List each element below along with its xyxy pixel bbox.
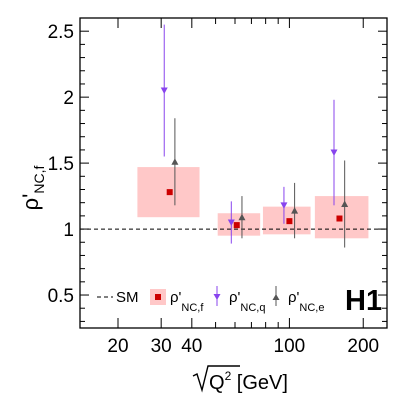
x-axis-ticks: 20 30 40 100 200 bbox=[107, 18, 379, 357]
x-tick-label: 40 bbox=[181, 336, 202, 357]
legend: SM ρ'NC,f ρ'NC,q ρ'NC,e bbox=[97, 286, 324, 314]
svg-text:ρ'NC,f: ρ'NC,f bbox=[18, 166, 47, 211]
y-axis-ticks: 0.5 1 1.5 2 2.5 bbox=[48, 17, 387, 322]
triangle-down-marker bbox=[227, 219, 235, 226]
triangle-down-marker bbox=[280, 202, 288, 209]
x-axis-title-unit: [GeV] bbox=[231, 372, 288, 394]
plot-frame bbox=[79, 17, 388, 329]
y-tick-label: 2 bbox=[63, 88, 74, 109]
y-tick-label: 1.5 bbox=[48, 154, 74, 175]
y-axis-title-sub: NC,f bbox=[31, 166, 47, 194]
y-tick-label: 2.5 bbox=[48, 22, 74, 43]
x-tick-label: 30 bbox=[151, 336, 172, 357]
sqrt-symbol bbox=[192, 365, 240, 393]
legend-f-marker bbox=[155, 294, 161, 300]
square-marker bbox=[286, 218, 293, 225]
square-marker bbox=[166, 189, 173, 196]
legend-q-label: ρ'NC,q bbox=[229, 289, 265, 314]
triangle-up-marker bbox=[341, 200, 349, 207]
square-marker bbox=[336, 215, 343, 222]
triangle-up-marker bbox=[171, 158, 179, 165]
x-axis-title-main: Q bbox=[209, 372, 225, 394]
triangle-down-marker bbox=[160, 87, 168, 95]
x-tick-label: 100 bbox=[274, 336, 306, 357]
square-marker bbox=[233, 222, 240, 229]
legend-sm-label: SM bbox=[116, 289, 139, 306]
data-markers bbox=[160, 87, 349, 229]
svg-text:Q2 [GeV]: Q2 [GeV] bbox=[209, 369, 288, 394]
x-tick-label: 20 bbox=[107, 336, 128, 357]
experiment-label: H1 bbox=[345, 285, 382, 317]
x-axis-title: Q2 [GeV] bbox=[192, 365, 288, 394]
y-tick-label: 1 bbox=[63, 220, 74, 241]
triangle-up-marker bbox=[238, 213, 246, 221]
legend-q-marker bbox=[213, 294, 221, 300]
x-tick-label: 200 bbox=[347, 336, 379, 357]
legend-e-marker bbox=[272, 294, 280, 300]
triangle-up-marker bbox=[291, 207, 299, 214]
y-axis-title: ρ'NC,f bbox=[18, 166, 47, 211]
x-axis-title-sup: 2 bbox=[225, 369, 232, 383]
y-axis-title-main: ρ' bbox=[18, 194, 43, 211]
legend-e-label: ρ'NC,e bbox=[288, 289, 324, 314]
legend-f-label: ρ'NC,f bbox=[170, 289, 204, 314]
triangle-down-marker bbox=[330, 149, 338, 157]
y-tick-label: 0.5 bbox=[48, 286, 74, 307]
